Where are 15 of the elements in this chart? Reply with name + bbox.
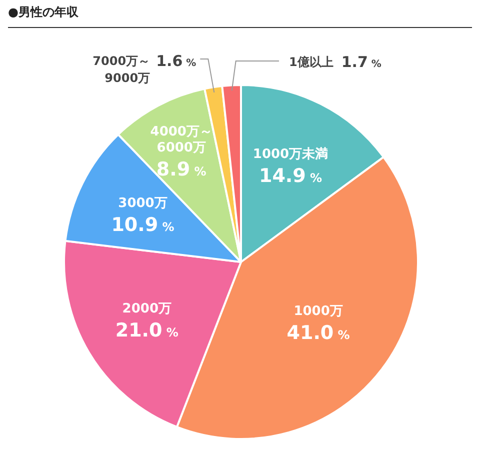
slice-label: 4000万～6000万	[150, 124, 212, 156]
slice-label: 1000万	[294, 304, 343, 320]
slice-label: 1億以上	[289, 55, 334, 69]
data-label: 14.9 %	[258, 165, 322, 188]
chart-title: ●男性の年収	[8, 4, 472, 28]
data-label: 1.7 %	[341, 53, 382, 71]
data-label: 10.9 %	[111, 214, 174, 236]
slice-label: 7000万～9000万	[92, 54, 150, 85]
data-label: 41.0 %	[286, 322, 350, 344]
slice-label: 2000万	[122, 301, 172, 316]
data-label: 1.6 %	[156, 52, 196, 70]
slice-label: 1000万未満	[252, 147, 328, 162]
data-label: 8.9 %	[156, 158, 206, 180]
data-label: 21.0 %	[115, 319, 178, 342]
slice-label: 3000万	[118, 196, 168, 212]
